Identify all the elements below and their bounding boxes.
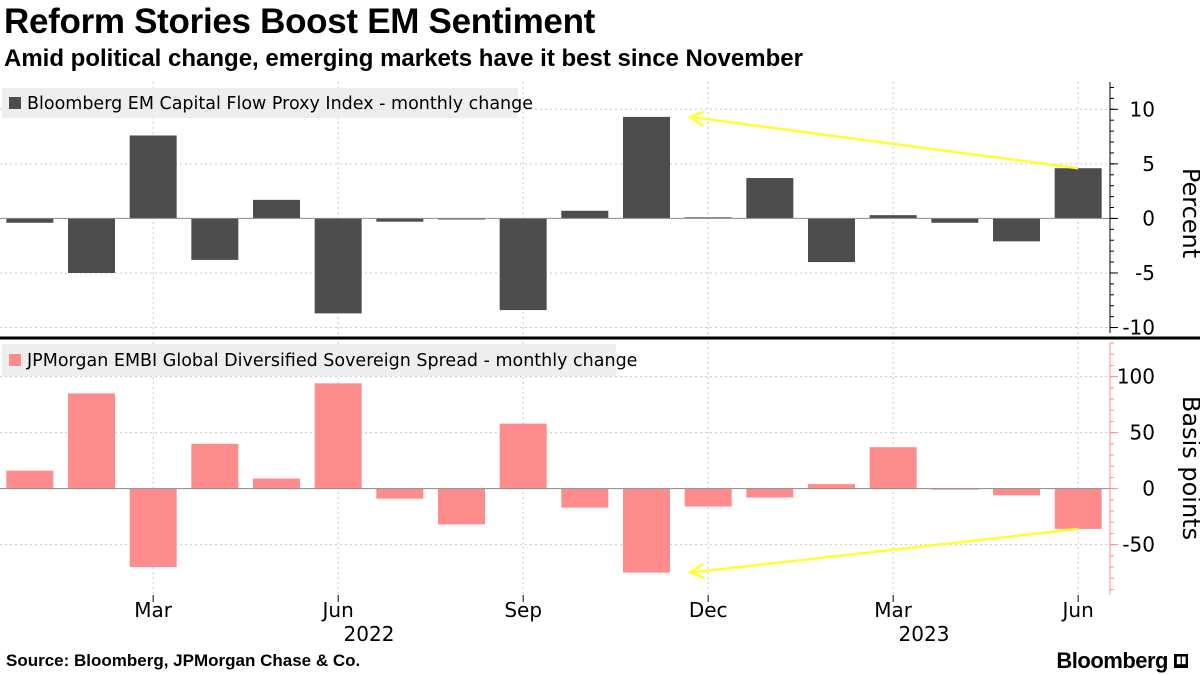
bar xyxy=(1054,488,1102,529)
x-tick-label: Jun xyxy=(321,598,354,622)
bar xyxy=(191,218,239,260)
bar xyxy=(253,478,300,489)
bar xyxy=(869,215,917,219)
bar xyxy=(684,217,732,219)
bar xyxy=(623,488,670,573)
y-axis-title: Percent xyxy=(1177,168,1200,258)
bar xyxy=(561,210,609,219)
legend-swatch xyxy=(9,97,21,109)
bloomberg-logo: Bloomberg ▮▮ xyxy=(1056,648,1188,674)
legend-label: Bloomberg EM Capital Flow Proxy Index - … xyxy=(27,94,533,114)
y-tick-label: -10 xyxy=(1122,316,1155,340)
bar xyxy=(6,218,54,223)
bar xyxy=(1054,168,1102,219)
bar xyxy=(129,488,177,567)
y-tick-label: 0 xyxy=(1142,206,1155,230)
legend-label: JPMorgan EMBI Global Diversified Soverei… xyxy=(26,351,637,371)
legend-background xyxy=(2,344,616,376)
bar xyxy=(68,218,115,273)
bar xyxy=(376,488,424,499)
source-note: Source: Bloomberg, JPMorgan Chase & Co. xyxy=(6,651,361,670)
x-year-label: 2022 xyxy=(344,622,395,646)
bar xyxy=(993,218,1040,242)
y-tick-label: 0 xyxy=(1142,477,1155,501)
bar xyxy=(561,488,609,508)
bar xyxy=(931,218,979,223)
chart-title: Reform Stories Boost EM Sentiment xyxy=(4,2,596,41)
y-tick-label: 50 xyxy=(1130,421,1155,445)
bar xyxy=(314,218,362,314)
legend-swatch xyxy=(9,354,21,366)
x-tick-label: Sep xyxy=(504,598,542,622)
bar xyxy=(6,470,54,489)
y-tick-label: 5 xyxy=(1142,152,1155,176)
bar xyxy=(993,488,1040,496)
bar xyxy=(438,218,485,220)
bar xyxy=(129,135,177,219)
bar xyxy=(499,423,547,489)
bar xyxy=(684,488,732,507)
legend-background xyxy=(2,88,518,118)
bar xyxy=(869,447,917,489)
y-tick-label: 100 xyxy=(1117,365,1155,389)
bar xyxy=(746,178,794,219)
y-tick-label: 10 xyxy=(1130,97,1155,121)
annotation-arrow-line xyxy=(689,527,1079,574)
x-tick-label: Jun xyxy=(1061,598,1094,622)
x-year-label: 2023 xyxy=(899,622,950,646)
bar xyxy=(191,443,239,489)
y-axis-title: Basis points xyxy=(1177,396,1200,540)
bar xyxy=(746,488,794,498)
chart-subtitle: Amid political change, emerging markets … xyxy=(4,45,803,72)
bar xyxy=(68,393,115,489)
bar xyxy=(314,383,362,489)
brand-mark-icon: ▮▮ xyxy=(1174,654,1188,668)
annotation-arrow-line xyxy=(689,115,1079,170)
bar xyxy=(808,218,855,263)
y-tick-label: -5 xyxy=(1135,261,1155,285)
bar xyxy=(253,199,300,219)
x-tick-label: Dec xyxy=(689,598,728,622)
bar xyxy=(499,218,547,311)
bar xyxy=(438,488,485,525)
bar xyxy=(931,488,979,490)
y-tick-label: -50 xyxy=(1122,533,1155,557)
brand-name: Bloomberg xyxy=(1056,648,1168,673)
bar xyxy=(808,484,855,489)
bar xyxy=(623,116,670,219)
x-tick-label: Mar xyxy=(874,598,913,622)
annotation-arrow-head xyxy=(687,563,706,580)
x-tick-label: Mar xyxy=(134,598,173,622)
annotation-arrow-head xyxy=(687,110,706,127)
bar xyxy=(376,218,424,222)
